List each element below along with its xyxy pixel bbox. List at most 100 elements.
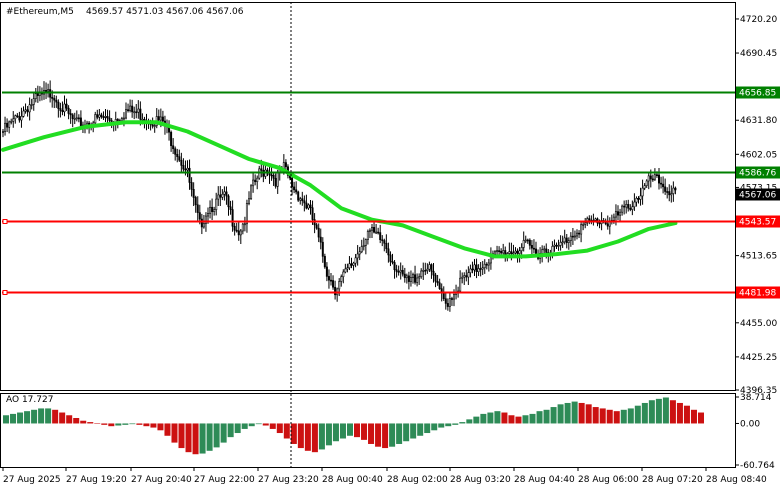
ao-bar (543, 409, 550, 424)
candle-body (108, 117, 111, 121)
candle-body (424, 269, 427, 272)
ao-bar (564, 402, 571, 424)
candle-body (57, 101, 60, 109)
chart-header-symbol: #Ethereum,M5 (6, 7, 74, 17)
candle-body (245, 202, 248, 225)
candle-body (465, 275, 468, 278)
candle-body (616, 211, 619, 216)
price-level-tag (736, 86, 780, 99)
ao-bar (417, 423, 424, 436)
candle-body (405, 275, 408, 279)
ao-bar (648, 400, 655, 424)
candle-body (625, 204, 628, 208)
candle-body (414, 274, 417, 283)
candle-body (606, 223, 609, 227)
candle-body (442, 292, 445, 300)
ao-bar (529, 413, 536, 424)
candle-body (381, 239, 384, 242)
candle-body (319, 236, 322, 243)
candle-body (350, 263, 353, 266)
candle-body (450, 298, 453, 300)
candle-body (284, 162, 287, 168)
candle-body (612, 216, 615, 221)
time-tick-label: 28 Aug 03:20 (450, 475, 511, 485)
candle-body (391, 261, 394, 263)
candle-body (459, 277, 462, 292)
candle-body (670, 193, 673, 196)
candle-body (518, 250, 521, 254)
candle-body (420, 270, 423, 278)
candle-body (256, 177, 259, 183)
price-level-label: 4656.85 (739, 89, 776, 99)
candle-body (569, 235, 572, 241)
candle-body (469, 268, 472, 273)
ao-indicator-label: AO 17.727 (6, 395, 53, 405)
candle-body (170, 131, 173, 147)
candle-body (657, 174, 660, 184)
candle-body (254, 179, 257, 183)
candle-body (563, 237, 566, 243)
candle-body (559, 242, 562, 246)
ao-bar (389, 423, 396, 447)
candle-body (102, 116, 105, 119)
candle-body (555, 244, 558, 247)
candle-body (477, 268, 480, 272)
price-level-label: 4543.57 (739, 218, 776, 228)
candle-body (190, 182, 193, 190)
ao-bar (3, 415, 10, 424)
candle-body (272, 174, 275, 179)
candle-body (141, 118, 144, 121)
candle-body (557, 245, 560, 247)
candle-body (223, 191, 226, 195)
ao-bar (227, 423, 234, 438)
price-pane (1, 80, 735, 312)
price-level-tag (736, 286, 780, 299)
candle-body (340, 276, 343, 282)
ao-bar (234, 423, 241, 434)
candle-body (127, 109, 130, 111)
candle-body (151, 124, 154, 127)
candle-body (194, 197, 197, 206)
ao-bar (522, 415, 529, 424)
ao-bar (641, 402, 648, 424)
candle-body (627, 204, 630, 209)
candle-body (202, 223, 205, 228)
candle-body (219, 194, 222, 198)
ao-bar (157, 423, 164, 431)
candle-body (34, 93, 37, 99)
candle-body (354, 257, 357, 264)
candle-body (580, 224, 583, 235)
ao-bar (24, 411, 31, 424)
time-tick-label: 27 Aug 20:40 (131, 475, 192, 485)
ao-bar (192, 423, 199, 455)
ao-bar (669, 400, 676, 424)
candle-body (619, 211, 622, 216)
candle-body (59, 108, 62, 111)
candle-body (416, 277, 419, 283)
ao-bar (571, 401, 578, 424)
ao-bar (613, 411, 620, 424)
ao-bar (697, 412, 704, 424)
candle-body (200, 218, 203, 228)
candle-body (379, 232, 382, 241)
candle-body (662, 183, 665, 188)
ao-bar (213, 423, 220, 448)
candle-body (274, 177, 277, 187)
candle-body (411, 274, 414, 278)
candle-body (198, 212, 201, 220)
candle-body (20, 116, 23, 121)
candle-body (473, 264, 476, 271)
candle-body (614, 211, 617, 218)
candle-body (522, 240, 525, 248)
ao-bar (297, 423, 304, 449)
candle-body (139, 108, 142, 120)
ao-bar (122, 423, 129, 425)
candle-body (131, 105, 134, 113)
price-level-label: 4586.76 (739, 169, 776, 179)
candle-body (344, 268, 347, 273)
candle-body (432, 270, 435, 276)
candle-body (639, 195, 642, 200)
chart-header-ohlc: 4569.57 4571.03 4567.06 4567.06 (86, 7, 244, 17)
ao-bar (52, 409, 59, 424)
candle-body (329, 279, 332, 282)
